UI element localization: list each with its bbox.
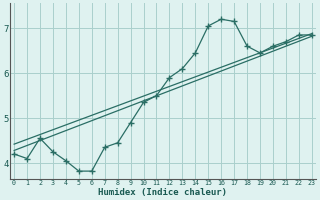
X-axis label: Humidex (Indice chaleur): Humidex (Indice chaleur) — [99, 188, 228, 197]
